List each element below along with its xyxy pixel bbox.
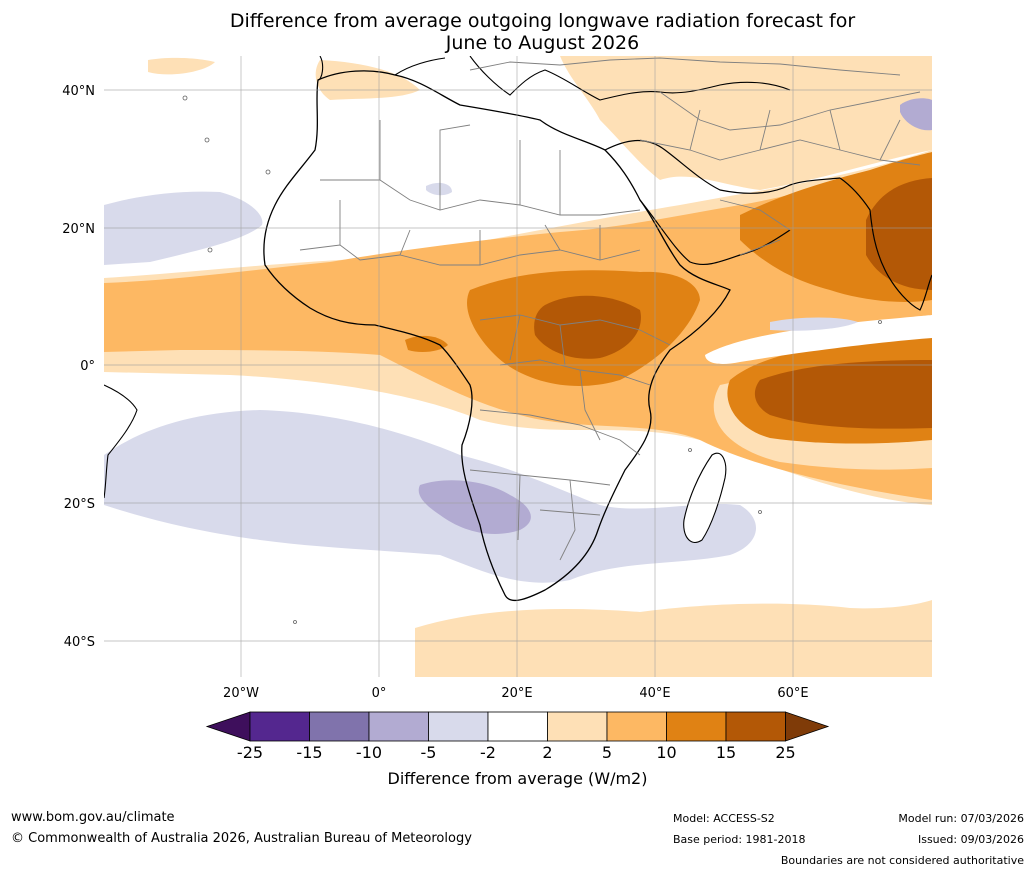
olr-neg-2-5-sahara (426, 182, 452, 196)
olr-neg-5-10-namibia (418, 480, 531, 535)
map-title: Difference from average outgoing longwav… (0, 10, 1035, 54)
olr-15-25-indian-ocean (754, 360, 932, 429)
colorbar-segment (725, 711, 786, 742)
colorbar-segment (249, 711, 310, 742)
olr-neg-2-5-east-arabia (770, 317, 858, 331)
colorbar-tick-label: 15 (715, 743, 737, 762)
olr-2-5-atlantic-nw (148, 57, 215, 75)
colorbar-segment (428, 711, 489, 742)
lat-label-40s: 40°S (64, 635, 95, 650)
country-boundaries (299, 57, 921, 561)
madagascar-coastline (683, 452, 727, 543)
olr-2-5-northeast (560, 56, 932, 190)
colorbar-segment (368, 711, 429, 742)
colorbar-tick-label: -25 (236, 743, 264, 762)
europe-coastline (317, 56, 791, 101)
colorbar-arrow-low (205, 711, 251, 742)
website-link[interactable]: www.bom.gov.au/climate (11, 810, 175, 825)
lat-label-20s: 20°S (64, 497, 95, 512)
colorbar-tick-label: 5 (601, 743, 613, 762)
colorbar-title: Difference from average (W/m2) (387, 769, 648, 788)
title-line-1: Difference from average outgoing longwav… (229, 10, 856, 32)
india-coastline (839, 177, 932, 311)
lon-label-20e: 20°E (501, 686, 532, 701)
lon-label-20w: 20°W (223, 686, 259, 701)
africa-coastline (263, 70, 731, 602)
island-outlines (182, 95, 882, 624)
olr-neg-2-5-south-atlantic-small (160, 507, 235, 523)
olr-2-5-south (415, 600, 932, 677)
lat-label-0: 0° (80, 359, 95, 374)
colorbar-tick-label: -15 (296, 743, 323, 762)
olr-15-25-central-africa (534, 295, 641, 359)
colorbar-arrow-high (785, 711, 830, 742)
colorbar (205, 711, 830, 742)
olr-neg-5-10-caspian (900, 98, 932, 131)
colorbar-tick-label: 10 (656, 743, 677, 762)
issued-date: Issued: 09/03/2026 (917, 833, 1024, 846)
olr-15-25-india (866, 178, 932, 290)
colorbar-tick-label: 25 (775, 743, 796, 762)
colorbar-tick-label: -10 (355, 743, 383, 762)
olr-neutral-streak (705, 315, 932, 364)
lon-label-0: 0° (372, 686, 387, 701)
colorbar-segment (309, 711, 370, 742)
lon-label-40e: 40°E (639, 686, 670, 701)
colorbar-tick-label: -5 (420, 743, 437, 762)
south-america-coastline (104, 384, 138, 499)
model-run-date: Model run: 07/03/2026 (898, 812, 1024, 825)
lon-label-60e: 60°E (777, 686, 808, 701)
colorbar-segment (666, 711, 727, 742)
title-line-2: June to August 2026 (445, 32, 640, 54)
colorbar-segment (487, 711, 548, 742)
colorbar-tick-label: -2 (480, 743, 496, 762)
base-period: Base period: 1981-2018 (673, 833, 806, 846)
colorbar-tick-label: 2 (542, 743, 553, 762)
boundaries-disclaimer: Boundaries are not considered authoritat… (780, 854, 1024, 867)
olr-10-15-gulf-guinea (405, 335, 448, 353)
map-panel (104, 56, 932, 677)
copyright-text: © Commonwealth of Australia 2026, Austra… (11, 831, 472, 846)
colorbar-segment (547, 711, 608, 742)
model-name: Model: ACCESS-S2 (673, 812, 775, 825)
colorbar-segment (606, 711, 667, 742)
graticule (104, 56, 932, 677)
lat-label-20n: 20°N (62, 222, 95, 237)
lat-label-40n: 40°N (62, 84, 95, 99)
